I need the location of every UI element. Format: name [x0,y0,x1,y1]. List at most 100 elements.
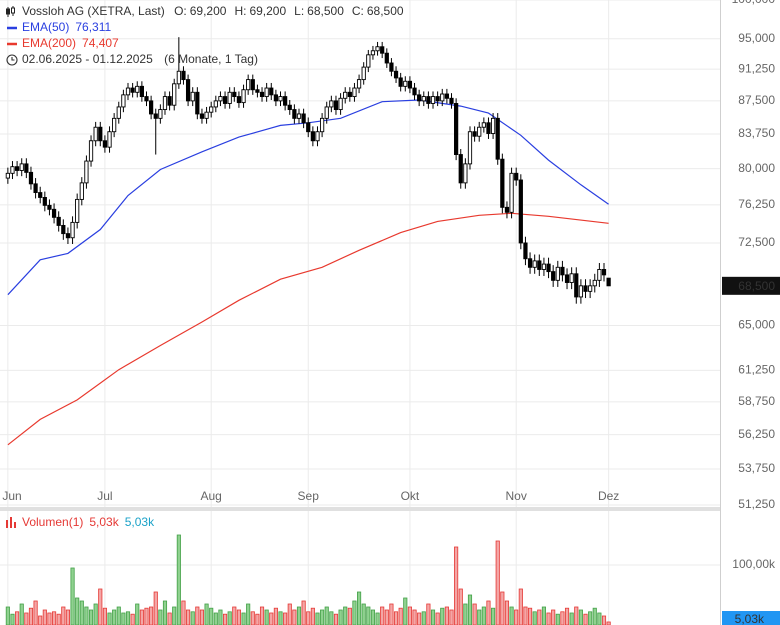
candle-body [38,192,43,198]
candle-body [149,100,154,115]
volume-bar [384,609,389,625]
volume-badge-label: 5,03k [735,612,765,625]
candle-body [125,87,131,96]
volume-bar [28,607,34,625]
ohlc-value: 69,200 [190,4,227,18]
volume-bar [403,597,408,625]
volume-bar [597,612,602,625]
candle-body [232,91,237,98]
candle-body [532,260,537,268]
volume-legend: Volumen(1) 5,03k 5,03k [22,515,155,529]
x-tick-label: Jul [97,489,112,503]
candle-body [296,113,302,119]
candle-body [264,87,269,98]
volume-bar [320,609,325,625]
volume-bar [343,606,348,625]
candle-body [495,117,500,160]
volume-bar [167,612,172,625]
volume-bar [121,612,126,625]
volume-bar [10,613,15,625]
price-badge-label: 68,500 [738,279,775,293]
volume-bar [93,603,98,625]
volume-bar [246,603,251,625]
volume-bar [116,606,121,625]
volume-icon [6,517,16,528]
candle-body [569,273,574,283]
legend-entry: EMA(50) 76,311 [22,20,111,34]
x-tick-label: Jun [2,489,21,503]
ohlc-key: L: [294,4,304,18]
volume-bar [88,609,94,625]
candle-body [592,279,597,287]
ohlc-key: O: [174,4,187,18]
candle-body [588,285,593,292]
candle-body [181,70,186,81]
legend-name: EMA(50) [22,20,69,34]
ohlc-key: H: [234,4,246,18]
volume-bar [324,606,329,625]
volume-bar [467,594,473,625]
candle-body [361,66,366,81]
y-tick-label: 91,250 [738,61,775,75]
volume-bar [560,611,565,625]
plot-area [5,37,611,625]
volume-bar [569,612,574,625]
candle-body [449,97,454,104]
volume-bar [38,615,43,625]
volume-bar [186,609,191,625]
volume-bar [236,609,241,625]
volume-bar [444,606,449,625]
clock-icon [6,54,18,66]
volume-bar [278,611,283,625]
candle-body [356,79,362,89]
volume-bar [112,609,117,625]
candle-body [375,46,380,52]
candle-body [467,131,473,165]
candle-body [28,171,34,185]
candle-body [541,263,547,270]
volume-bar [264,609,269,625]
volume-bar [426,603,431,625]
volume-bar [347,607,352,625]
volume-bar [551,609,556,625]
candle-body [347,91,352,98]
candle-body [500,158,505,208]
volume-bar [435,612,440,625]
volume-bar [149,606,154,625]
volume-bar [98,588,103,625]
candle-body [278,96,283,102]
volume-bar [15,611,20,625]
candle-body [426,96,431,104]
candle-body [292,109,297,119]
candle-body [222,96,228,104]
volume-bar [84,606,89,625]
candle-body [33,183,38,194]
volume-bar [47,612,52,625]
volume-bar [481,606,486,625]
volume-bar [352,600,357,625]
volume-bar [430,609,436,625]
volume-bar [361,603,366,625]
volume-bar [195,606,200,625]
volume-bar [366,606,371,625]
candle-body [403,80,408,87]
candle-body [574,273,579,298]
candle-body [546,263,551,273]
volume-bar [417,612,422,625]
volume-bar [398,607,403,625]
legend-value: 76,311 [75,20,111,34]
candle-body [255,89,260,93]
volume-bar [574,606,579,625]
volume-bar [463,603,468,625]
volume-bar [601,615,607,625]
ema-line [7,212,609,446]
candle-body [185,79,191,102]
volume-value: 5,03k [125,515,155,529]
candle-body [79,182,84,200]
volume-bar [33,600,38,625]
candle-body [246,79,251,91]
candle-body [93,126,98,142]
candle-body [578,285,584,298]
volume-bar [532,611,537,625]
volume-bar [204,603,209,625]
